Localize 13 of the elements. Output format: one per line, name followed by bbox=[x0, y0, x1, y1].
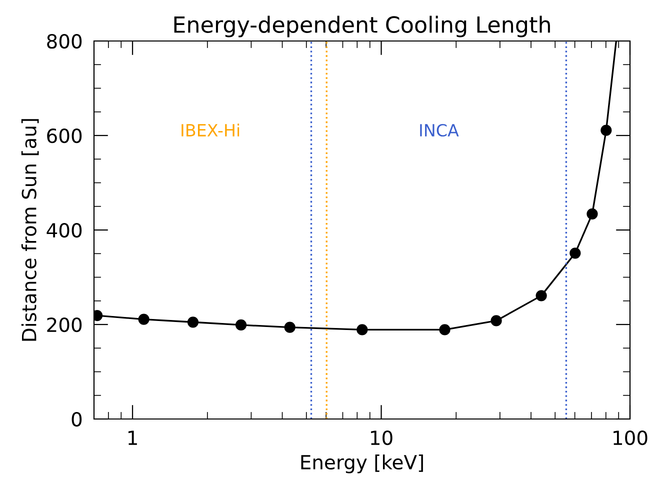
x-tick-label: 1 bbox=[128, 430, 137, 445]
chart-title: Energy-dependent Cooling Length bbox=[174, 16, 550, 38]
y-axis-title: Distance from Sun [au] bbox=[21, 119, 39, 341]
ref-line-label: INCA bbox=[420, 124, 459, 137]
y-tick-label: 800 bbox=[47, 34, 82, 49]
x-axis-title: Energy [keV] bbox=[301, 454, 423, 474]
y-tick-label: 600 bbox=[47, 128, 82, 144]
x-tick-label: 10 bbox=[371, 430, 392, 446]
x-tick-label: 100 bbox=[614, 430, 648, 446]
ref-line-label: IBEX-Hi bbox=[182, 124, 240, 136]
y-tick-label: 400 bbox=[46, 222, 82, 238]
y-tick-label: 200 bbox=[47, 317, 82, 332]
y-tick-label: 0 bbox=[72, 412, 82, 427]
